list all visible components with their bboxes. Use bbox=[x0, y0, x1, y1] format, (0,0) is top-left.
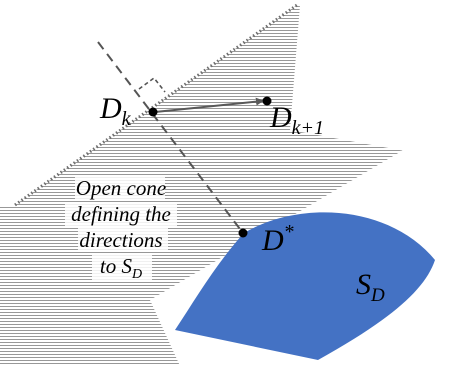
point-dstar bbox=[238, 228, 248, 238]
point-dk bbox=[148, 107, 158, 117]
cone-mask-right bbox=[290, 5, 454, 160]
label-dstar: D* bbox=[261, 221, 294, 257]
set-sd-region bbox=[175, 212, 435, 360]
step-arrow bbox=[154, 97, 264, 113]
label-dk1: Dk+1 bbox=[269, 101, 324, 139]
label-sd: SD bbox=[356, 268, 385, 306]
caption-line-2: defining the bbox=[71, 202, 171, 226]
right-angle-marker bbox=[138, 76, 166, 93]
cone-boundary-line bbox=[14, 3, 298, 207]
point-dk1 bbox=[262, 96, 272, 106]
caption-line-4: to SD bbox=[100, 254, 142, 282]
normal-dashed-line bbox=[97, 41, 244, 234]
cone-caption: Open cone defining the directions to SD bbox=[65, 176, 177, 282]
caption-line-3: directions bbox=[79, 228, 162, 252]
caption-line-1: Open cone bbox=[76, 176, 166, 200]
label-dk: Dk bbox=[99, 92, 132, 130]
